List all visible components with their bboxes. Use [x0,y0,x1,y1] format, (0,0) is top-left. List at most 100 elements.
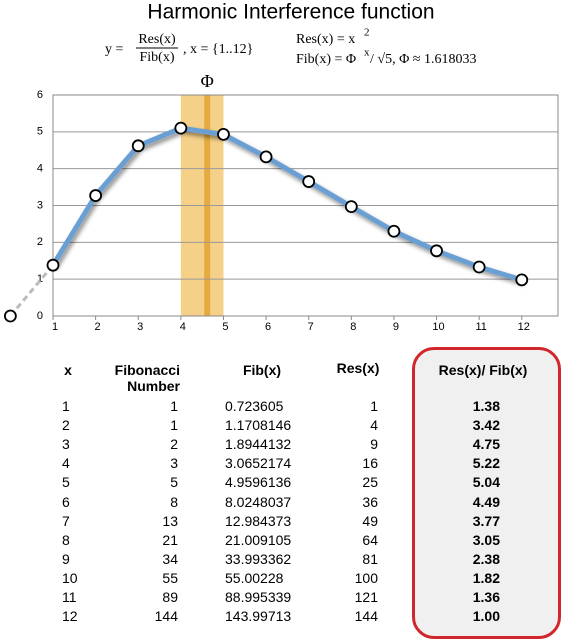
table-cell: 49 [362,512,378,529]
table-cell: 55 [162,569,178,586]
table-cell: 5.22 [472,455,500,472]
table-cell: 4 [370,417,378,434]
table-cell: 1 [370,398,378,414]
formula: Fib(x) [140,50,175,65]
x-tick-label: 12 [518,321,530,333]
formula: x [364,47,370,59]
table-cell: 1.38 [472,398,500,414]
table-cell: 2.38 [472,550,500,567]
table-cell: 10 [62,569,78,586]
table-cell: 13 [162,512,178,529]
table-cell: 12 [62,608,78,625]
x-tick-label: 2 [95,321,101,333]
point [174,121,188,135]
formula: Fib(x) = Φ [296,52,356,67]
table-cell: 11 [62,589,77,605]
table-cell: 5.04 [472,474,500,491]
table-cell: 121 [354,589,378,605]
column-header: Res(x) [336,360,380,376]
point [259,150,273,164]
table-cell: 3.77 [472,512,500,529]
y-tick-label: 5 [37,126,43,138]
table-cell: 21 [162,531,178,548]
y-tick-label: 0 [37,310,43,322]
x-tick-label: 6 [265,321,271,333]
table-cell: 144 [354,608,378,625]
table-cell: 55.00228 [225,569,284,586]
table-cell: 4 [62,455,70,472]
table-cell: 2 [62,417,70,434]
x-tick-label: 8 [350,321,356,333]
table-cell: 8 [170,493,178,510]
column-header: Fib(x) [242,362,282,378]
x-tick-label: 4 [180,321,186,333]
table-cell: 1 [170,417,178,434]
table-cell: 25 [362,474,378,491]
table-cell: 21.009105 [225,531,292,548]
table-cell: 88.995339 [225,589,292,605]
table-cell: 3.0652174 [225,455,292,472]
x-tick-label: 11 [475,321,486,333]
x-tick-label: 5 [222,321,228,333]
point [430,244,443,258]
line [50,125,523,283]
y-tick-label: 4 [37,163,43,175]
x-tick-label: 7 [308,321,314,333]
table-cell: 64 [362,531,378,548]
chart: Harmonic Interference function y = Res(x… [3,1,559,333]
table-cell: 100 [354,569,378,586]
x-tick-label: 10 [432,321,444,333]
column-header: Res(x)/ Fib(x) [438,362,528,378]
table-cell: 1 [170,398,178,414]
phi-label: Φ [201,71,214,91]
table-cell: 9 [370,436,378,453]
point [217,128,230,141]
table-cell: 0.723605 [225,398,284,414]
point [89,189,103,202]
table-cell: 1.36 [472,589,500,605]
point [46,258,60,272]
formula: Res(x) [138,32,176,47]
column-header: Fibonacci Number [114,362,180,394]
y-tick-label: 3 [37,199,43,211]
table-cell: 6 [62,493,70,510]
table-cell: 16 [362,455,378,472]
table-cell: 36 [362,493,378,510]
table-cell: 89 [162,589,178,605]
point [131,139,145,153]
table-cell: 1.00 [472,608,500,625]
point [344,200,358,214]
table-cell: 34 [162,550,178,567]
table-cell: 1.1708146 [225,417,292,434]
table-cell: 4.49 [472,493,500,510]
table-cell: 3 [170,455,178,472]
extrapolation [9,264,55,317]
table-cell: 143.99713 [225,608,292,625]
highlight-box [412,347,561,639]
table-cell: 5 [62,474,70,491]
formula: , x = {1..12} [183,42,253,57]
table-cell: 3.05 [472,531,500,548]
table-cell: 1.82 [472,569,500,586]
point [472,260,486,274]
table-cell: 33.993362 [225,550,292,567]
point [302,175,316,188]
table-cell: 8.0248037 [225,493,292,510]
table-cell: 1.8944132 [225,436,292,453]
table-cell: 1 [62,398,70,414]
table-cell: 8 [62,531,70,548]
y-tick-label: 2 [37,236,43,248]
table-cell: 3.42 [472,417,500,434]
table-cell: 3 [62,436,70,453]
y-tick-label: 1 [37,273,43,285]
x-tick-label: 1 [52,321,58,333]
chart-title: Harmonic Interference function [147,1,434,24]
point [387,224,401,238]
formula: Res(x) = x [296,32,355,47]
formula: y = [105,42,124,57]
column-header: x [64,362,72,378]
x-tick-label: 3 [137,321,143,333]
table-cell: 7 [62,512,70,529]
table-cell: 5 [170,474,178,491]
